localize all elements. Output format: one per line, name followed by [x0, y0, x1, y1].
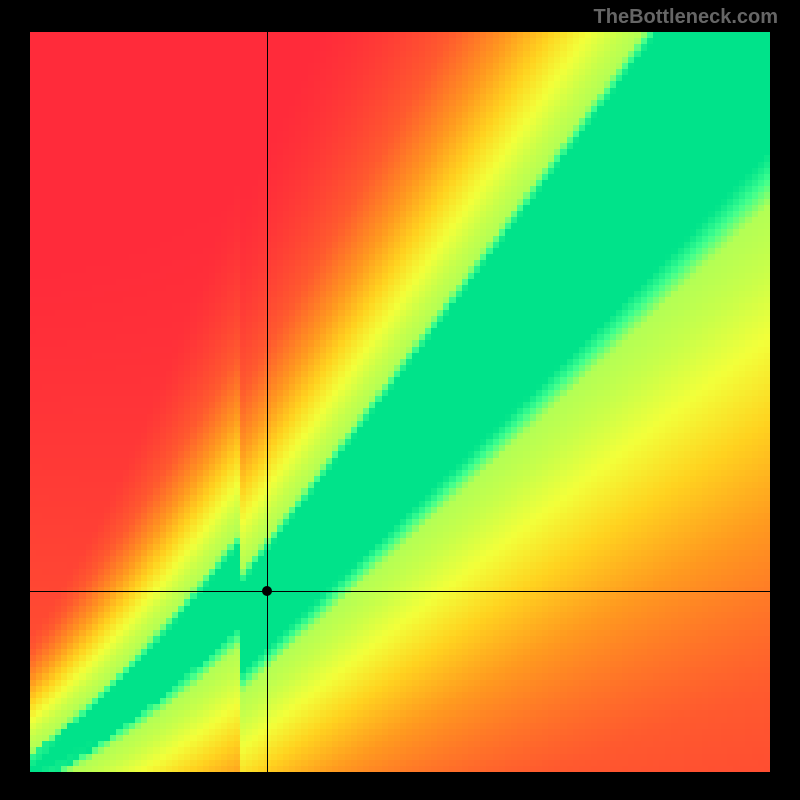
heatmap-canvas [30, 32, 770, 772]
heatmap-plot [30, 32, 770, 772]
marker-dot [262, 586, 272, 596]
chart-container: TheBottleneck.com [0, 0, 800, 800]
watermark-text: TheBottleneck.com [594, 6, 778, 29]
